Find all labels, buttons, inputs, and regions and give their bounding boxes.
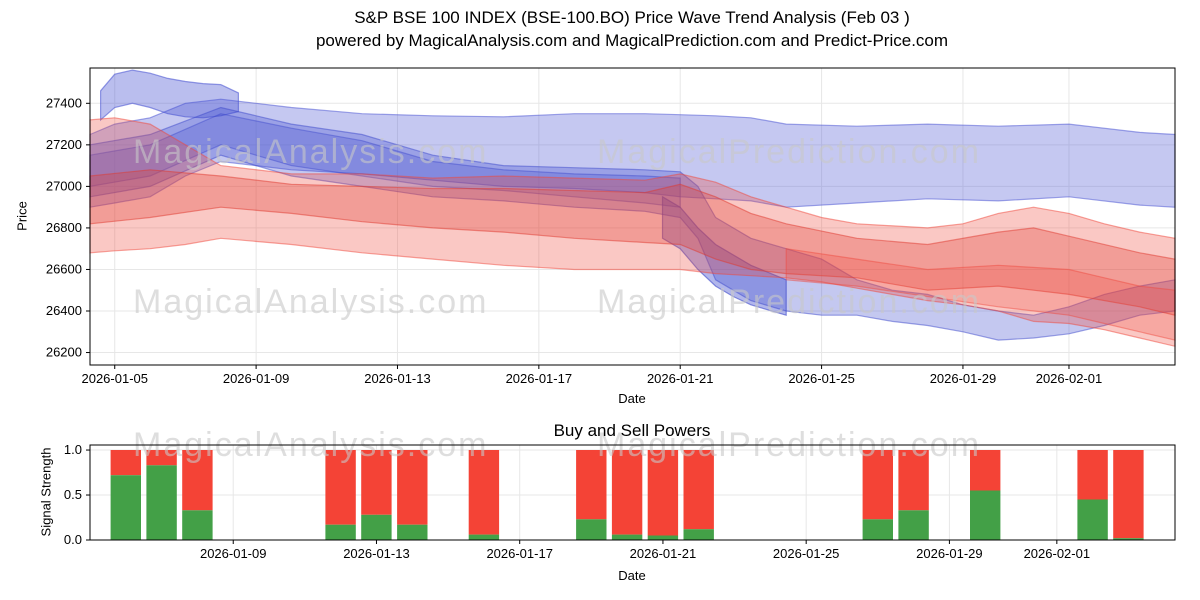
y-tick-label: 0.5 [64,487,82,502]
sell-power-bar [110,450,141,476]
buy-power-bar [182,510,213,540]
y-tick-label: 1.0 [64,442,82,457]
signal-strength-axis-label: Signal Strength [38,447,54,537]
buy-power-bar [110,475,141,540]
buy-power-bar [1113,538,1144,540]
y-tick-label: 26400 [46,303,82,318]
y-tick-label: 27200 [46,137,82,152]
x-tick-label: 2026-01-09 [223,371,290,386]
y-tick-label: 26800 [46,220,82,235]
blue-dip-core [661,195,787,317]
sell-power-bar [576,450,607,520]
y-tick-label: 26200 [46,345,82,360]
sell-power-bar [1113,450,1144,539]
watermark-text: MagicalAnalysis.com [133,133,488,171]
y-tick-label: 27000 [46,178,82,193]
date-axis-label-bottom: Date [618,568,646,583]
buy-power-bar [1077,499,1108,540]
buy-power-bar [361,514,392,540]
buy-power-bar [468,534,500,540]
x-tick-label: 2026-01-29 [930,371,997,386]
watermark-text: MagicalAnalysis.com [133,283,488,321]
sell-power-bar [1077,450,1108,500]
watermark-text: MagicalPrediction.com [597,133,981,171]
x-tick-label: 2026-01-25 [773,546,840,561]
buy-power-bar [325,524,356,540]
sell-power-bar [361,450,392,515]
sell-power-bar [970,450,1001,491]
sell-power-bar [325,450,356,525]
sell-power-bar [182,450,213,511]
price-axis-label: Price [14,201,30,231]
sell-power-bar [611,450,643,535]
buy-power-bar [611,534,643,540]
buy-power-bar [683,529,714,540]
sell-power-bar [468,450,500,535]
price-chart-title: S&P BSE 100 INDEX (BSE-100.BO) Price Wav… [354,8,910,27]
y-tick-label: 27400 [46,95,82,110]
sell-power-bar [862,450,893,520]
sell-power-bar [146,450,177,466]
watermark-text: MagicalPrediction.com [597,283,981,321]
buy-power-bar [576,519,607,540]
price-chart-subtitle: powered by MagicalAnalysis.com and Magic… [315,31,949,50]
x-tick-label: 2026-01-13 [343,546,410,561]
buy-power-bar [862,519,893,540]
date-axis-label-top: Date [618,391,646,406]
sell-power-bar [898,450,929,511]
x-tick-label: 2026-02-01 [1024,546,1091,561]
signal-plot-border [89,444,1176,541]
x-tick-label: 2026-01-05 [81,371,148,386]
buy-power-bar [397,524,428,540]
price-plot-border [89,67,1176,366]
x-tick-label: 2026-01-17 [506,371,573,386]
x-tick-label: 2026-01-09 [200,546,267,561]
x-tick-label: 2026-01-17 [486,546,553,561]
y-tick-label: 0.0 [64,532,82,547]
x-tick-label: 2026-01-29 [916,546,983,561]
buy-power-bar [647,535,679,540]
buy-power-bar [898,510,929,540]
y-tick-label: 26600 [46,261,82,276]
x-tick-label: 2026-01-21 [630,546,697,561]
x-tick-label: 2026-02-01 [1036,371,1103,386]
buy-power-bar [970,490,1001,540]
sell-power-bar [683,450,714,530]
buy-power-bar [146,465,177,540]
x-tick-label: 2026-01-13 [364,371,431,386]
x-tick-label: 2026-01-21 [647,371,714,386]
sell-power-bar [397,450,428,525]
sell-power-bar [647,450,679,536]
signal-chart-title: Buy and Sell Powers [553,421,711,440]
x-tick-label: 2026-01-25 [788,371,855,386]
